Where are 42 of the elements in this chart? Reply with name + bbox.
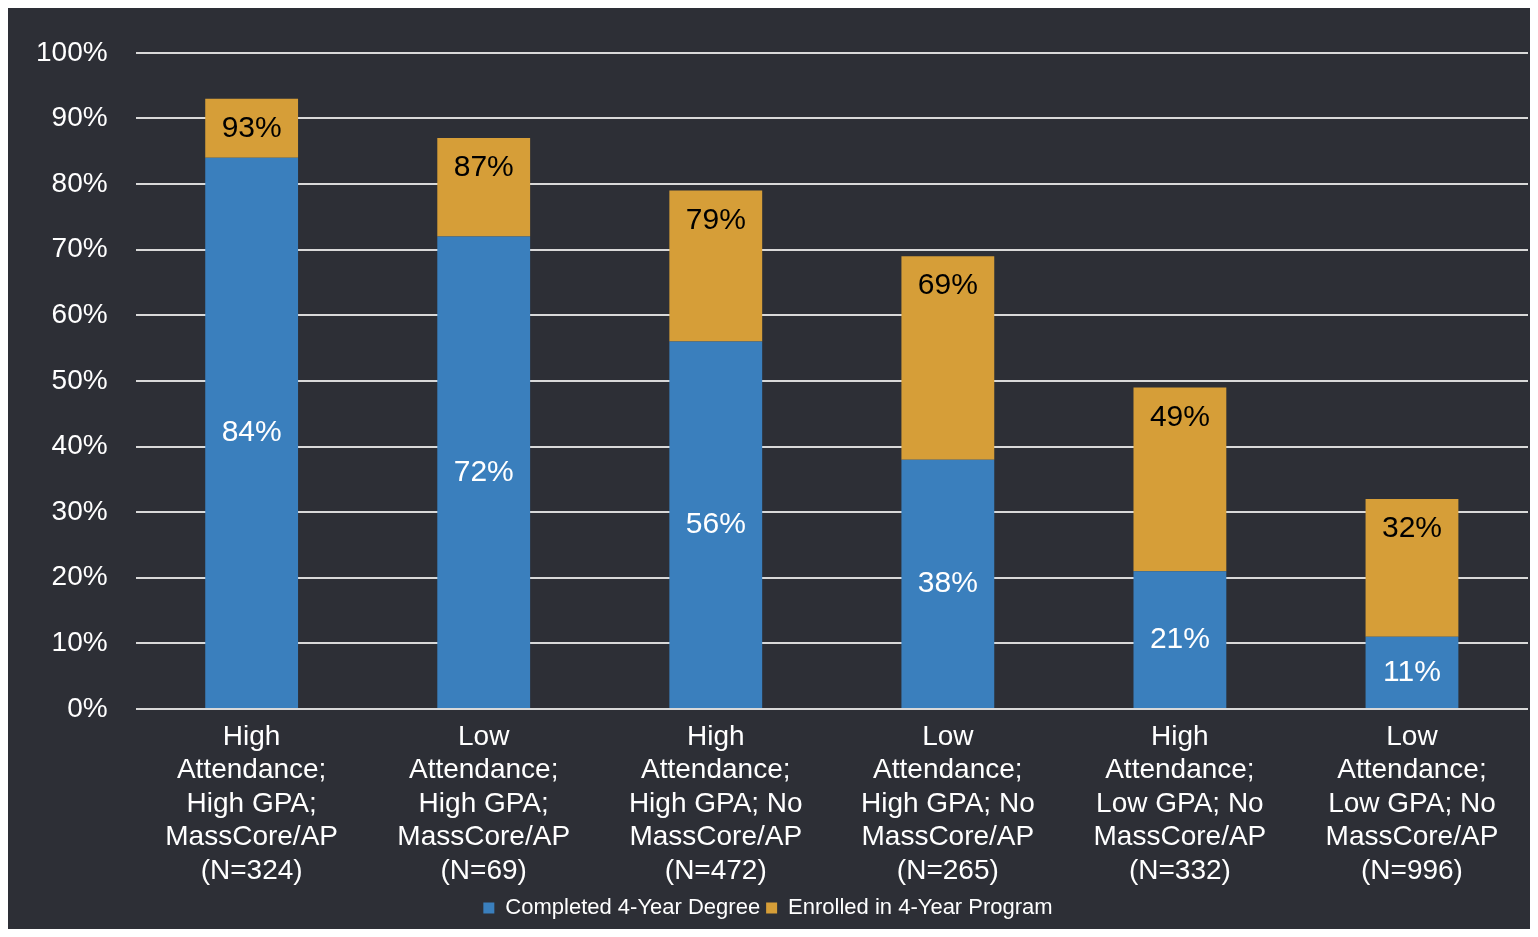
y-tick-label: 10% xyxy=(51,626,108,658)
bar xyxy=(437,236,531,708)
x-tick-label: High Attendance; High GPA; MassCore/AP (N=324) xyxy=(165,719,338,885)
total-label: 79% xyxy=(685,201,746,235)
bar xyxy=(669,190,763,342)
y-tick-label: 30% xyxy=(51,494,108,526)
data-label: 21% xyxy=(1149,620,1210,654)
data-label: 56% xyxy=(685,506,746,540)
y-tick-label: 0% xyxy=(67,691,108,723)
x-tick-label: Low Attendance; High GPA; MassCore/AP (N=69) xyxy=(397,719,571,885)
bar xyxy=(437,138,531,237)
bar xyxy=(669,341,763,708)
data-label: 72% xyxy=(453,453,514,487)
total-label: 32% xyxy=(1381,510,1442,544)
x-tick-label: High Attendance; High GPA; No MassCore/AP (N=472) xyxy=(628,719,803,885)
y-tick-label: 80% xyxy=(51,166,108,198)
total-label: 69% xyxy=(917,267,978,301)
y-tick-label: 40% xyxy=(51,429,108,461)
bar xyxy=(1133,571,1227,708)
bar xyxy=(1133,387,1227,572)
bar xyxy=(205,157,299,708)
x-tick-label: Low Attendance; Low GPA; No MassCore/AP (N=996) xyxy=(1325,719,1499,885)
y-tick-label: 60% xyxy=(51,298,108,329)
data-label: 11% xyxy=(1383,653,1441,687)
y-tick-label: 100% xyxy=(35,35,108,67)
bar xyxy=(1365,636,1459,708)
data-label: 84% xyxy=(221,414,282,448)
x-tick-label: High Attendance; Low GPA; No MassCore/AP (N=332) xyxy=(1093,719,1267,885)
total-label: 87% xyxy=(453,149,514,183)
bar xyxy=(901,256,995,460)
bar xyxy=(1365,499,1459,637)
bar xyxy=(901,459,995,708)
legend-label: Completed 4-Year Degree xyxy=(505,894,761,920)
legend-label: Enrolled in 4-Year Program xyxy=(788,894,1053,920)
total-label: 49% xyxy=(1149,398,1210,432)
y-tick-label: 50% xyxy=(51,363,108,395)
data-label: 38% xyxy=(917,565,978,599)
total-label: 93% xyxy=(221,110,282,143)
y-tick-label: 70% xyxy=(51,232,108,264)
x-tick-label: Low Attendance; High GPA; No MassCore/AP (N=265) xyxy=(860,719,1035,885)
y-tick-label: 90% xyxy=(51,101,108,133)
y-tick-label: 20% xyxy=(51,560,108,592)
